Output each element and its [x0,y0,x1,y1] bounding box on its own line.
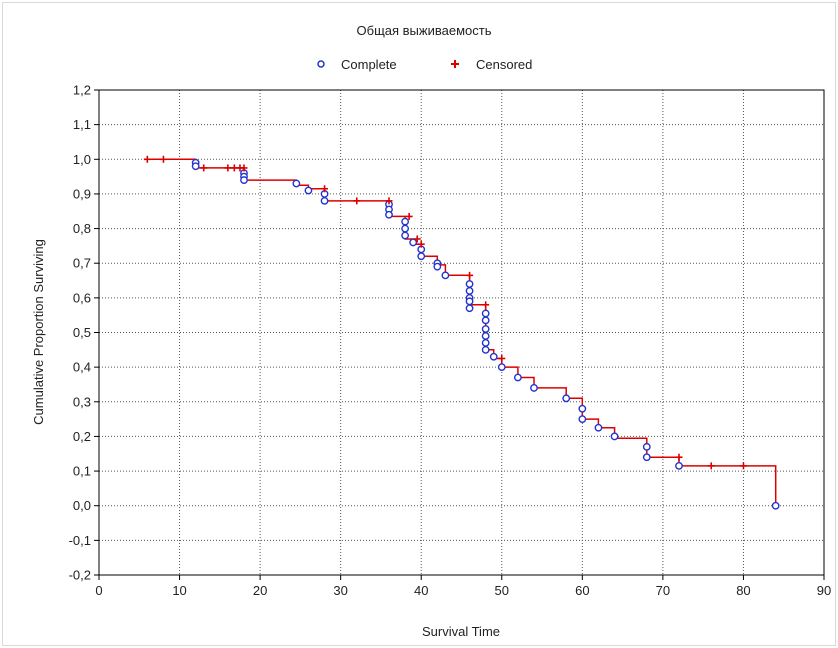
censored-point [224,164,232,172]
complete-point [401,231,410,240]
complete-point [465,297,474,306]
censored-point [707,462,715,470]
grid [99,90,824,575]
complete-point [417,252,426,261]
censored-point [675,453,683,461]
complete-point [465,287,474,295]
y-tick-label: -0,2 [69,568,91,583]
complete-point [578,404,587,413]
complete-point [489,352,498,361]
censored-point [739,462,747,470]
x-tick-label: 60 [575,583,589,598]
x-tick-label: 10 [172,583,186,598]
censored-point [482,301,490,309]
complete-point [513,373,522,382]
complete-point [497,363,506,372]
complete-point [481,332,490,340]
complete-point [320,196,329,205]
complete-point [481,345,490,354]
legend-censored-marker [451,60,459,68]
complete-point [441,271,450,280]
legend: Complete Censored [317,57,532,72]
y-tick-label: 0,8 [73,221,91,236]
censored-point [240,164,248,172]
y-tick-label: 0,1 [73,464,91,479]
legend-censored-label: Censored [476,57,532,72]
survival-chart: Общая выживаемость Complete Censored -0,… [31,23,831,639]
complete-point [675,461,683,470]
y-tick-label: 1,2 [73,83,91,98]
y-axis: -0,2 -0,1 0,0 0,1 0,2 0,3 0,4 0,5 0,6 0,7 0,8 0,9 1,… [69,83,99,583]
complete-point [481,325,490,333]
censored-point [353,197,361,205]
x-axis: 0 10 20 30 40 50 60 70 80 90 [95,575,831,598]
censored-point [159,155,167,163]
x-tick-label: 20 [253,583,267,598]
censored-point [385,197,393,205]
y-tick-label: 0,5 [73,325,91,340]
complete-point [771,501,780,510]
y-tick-label: 0,0 [73,498,91,513]
y-tick-label: 1,0 [73,152,91,167]
x-tick-label: 50 [495,583,509,598]
censored-point [321,185,329,193]
complete-point [481,309,490,318]
complete-point [433,262,442,271]
legend-complete-marker [317,60,325,68]
censored-point [466,271,474,279]
legend-complete-label: Complete [341,57,397,72]
complete-point [642,442,651,451]
complete-point [240,176,248,184]
censored-point [143,155,151,163]
y-tick-label: 0,4 [73,360,91,375]
complete-point [401,224,410,233]
censored-markers [143,155,747,470]
complete-point [385,210,393,219]
x-tick-label: 40 [414,583,428,598]
y-tick-label: 0,6 [73,290,91,305]
censored-point [200,164,208,172]
y-tick-label: 0,2 [73,429,91,444]
complete-point [465,280,474,288]
complete-point [292,179,301,188]
censored-point [498,354,506,362]
y-axis-label: Cumulative Proportion Surviving [31,239,46,425]
censored-point [405,212,413,220]
complete-point [191,162,200,171]
censored-point [417,240,425,248]
complete-point [481,316,490,325]
censored-point [413,235,421,243]
complete-point [530,384,538,392]
y-tick-label: 0,3 [73,394,91,409]
complete-point [594,423,603,432]
complete-point [562,394,571,403]
complete-point [465,304,474,313]
y-tick-label: 0,9 [73,186,91,201]
chart-title: Общая выживаемость [357,23,492,38]
y-tick-label: 1,1 [73,117,91,132]
complete-point [642,453,651,462]
complete-point [481,338,490,347]
complete-point [401,217,410,226]
x-tick-label: 30 [333,583,347,598]
y-tick-label: 0,7 [73,256,91,271]
x-tick-label: 70 [656,583,670,598]
x-tick-label: 0 [95,583,102,598]
complete-point [304,186,313,195]
y-tick-label: -0,1 [69,533,91,548]
complete-markers [191,158,780,510]
complete-point [409,238,418,247]
complete-point [578,415,587,424]
complete-point [610,432,619,441]
x-tick-label: 80 [736,583,750,598]
x-tick-label: 90 [817,583,831,598]
x-axis-label: Survival Time [422,624,500,639]
